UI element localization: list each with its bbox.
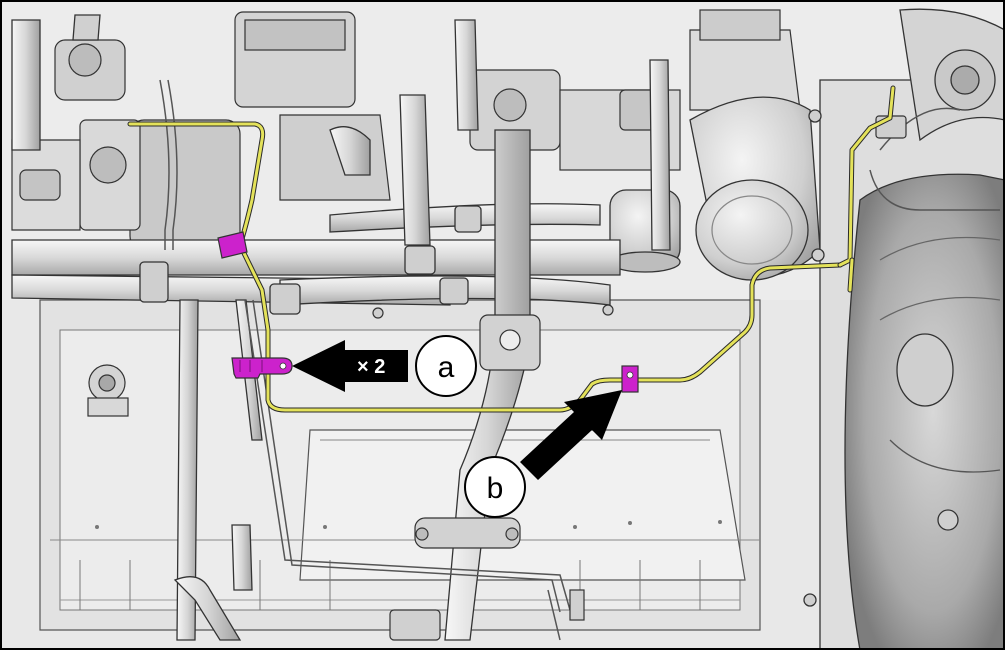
callout-a: × 2 a xyxy=(292,335,477,397)
upper-components xyxy=(11,9,801,251)
brackets xyxy=(87,115,907,641)
callout-b-letter: b xyxy=(487,472,504,505)
callout-a-multiplier: × 2 xyxy=(357,356,385,378)
clip-a-upper xyxy=(217,231,248,259)
strut-tower xyxy=(803,8,1005,650)
clip-a-lower xyxy=(231,357,293,379)
clip-b xyxy=(621,365,639,393)
horizontal-pipes xyxy=(11,203,621,315)
thin-lines xyxy=(159,79,1000,641)
callout-b: b xyxy=(464,390,622,518)
callout-a-letter: a xyxy=(438,351,455,384)
vertical-pipes xyxy=(11,14,671,641)
